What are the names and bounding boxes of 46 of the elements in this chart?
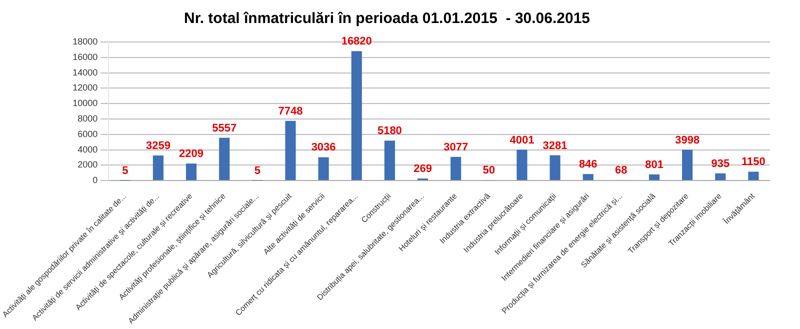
bar (450, 156, 462, 180)
bar (318, 157, 329, 180)
data-label: 7748 (278, 105, 303, 118)
chart-title: Nr. total înmatriculări în perioada 01.01.2015 - 30.06.2015 (184, 10, 590, 28)
y-tick-label: 4000 (78, 144, 98, 154)
y-tick-label: 18000 (72, 36, 98, 46)
bar (285, 120, 296, 180)
y-tick-label: 16000 (72, 52, 98, 62)
data-label: 5 (254, 165, 260, 178)
data-label: 5180 (377, 125, 402, 138)
bar (715, 173, 726, 180)
data-label: 68 (615, 164, 628, 177)
data-label: 3998 (675, 134, 700, 146)
data-label: 846 (578, 158, 598, 171)
bar (186, 164, 197, 180)
data-label: 3259 (146, 140, 170, 152)
data-label: 5557 (212, 122, 237, 134)
data-label: 935 (711, 158, 730, 170)
data-label: 801 (645, 158, 664, 171)
bar (682, 150, 693, 180)
data-label: 5 (122, 165, 128, 178)
data-label: 2209 (179, 148, 204, 160)
data-label: 269 (414, 163, 432, 176)
bar (384, 140, 395, 180)
bar (351, 51, 362, 180)
data-label: 50 (482, 164, 496, 177)
data-label: 3077 (444, 141, 468, 154)
bar (748, 172, 759, 180)
data-label: 3036 (311, 142, 336, 154)
bar (648, 174, 660, 180)
y-tick-label: 12000 (72, 82, 98, 93)
bar (550, 155, 560, 180)
y-tick-label: 14000 (72, 67, 98, 78)
bar (582, 174, 594, 180)
y-tick-label: 8000 (78, 113, 98, 124)
bar (219, 138, 230, 180)
data-label: 4001 (510, 134, 534, 146)
data-label: 16820 (341, 36, 372, 48)
bar (516, 150, 528, 180)
y-tick-label: 6000 (78, 128, 98, 139)
y-tick-label: 2000 (78, 160, 98, 170)
y-tick-label: 0 (92, 175, 98, 186)
y-tick-label: 10000 (72, 98, 98, 108)
data-label: 1150 (742, 156, 766, 168)
data-label: 3281 (542, 140, 568, 152)
bar (152, 155, 164, 180)
